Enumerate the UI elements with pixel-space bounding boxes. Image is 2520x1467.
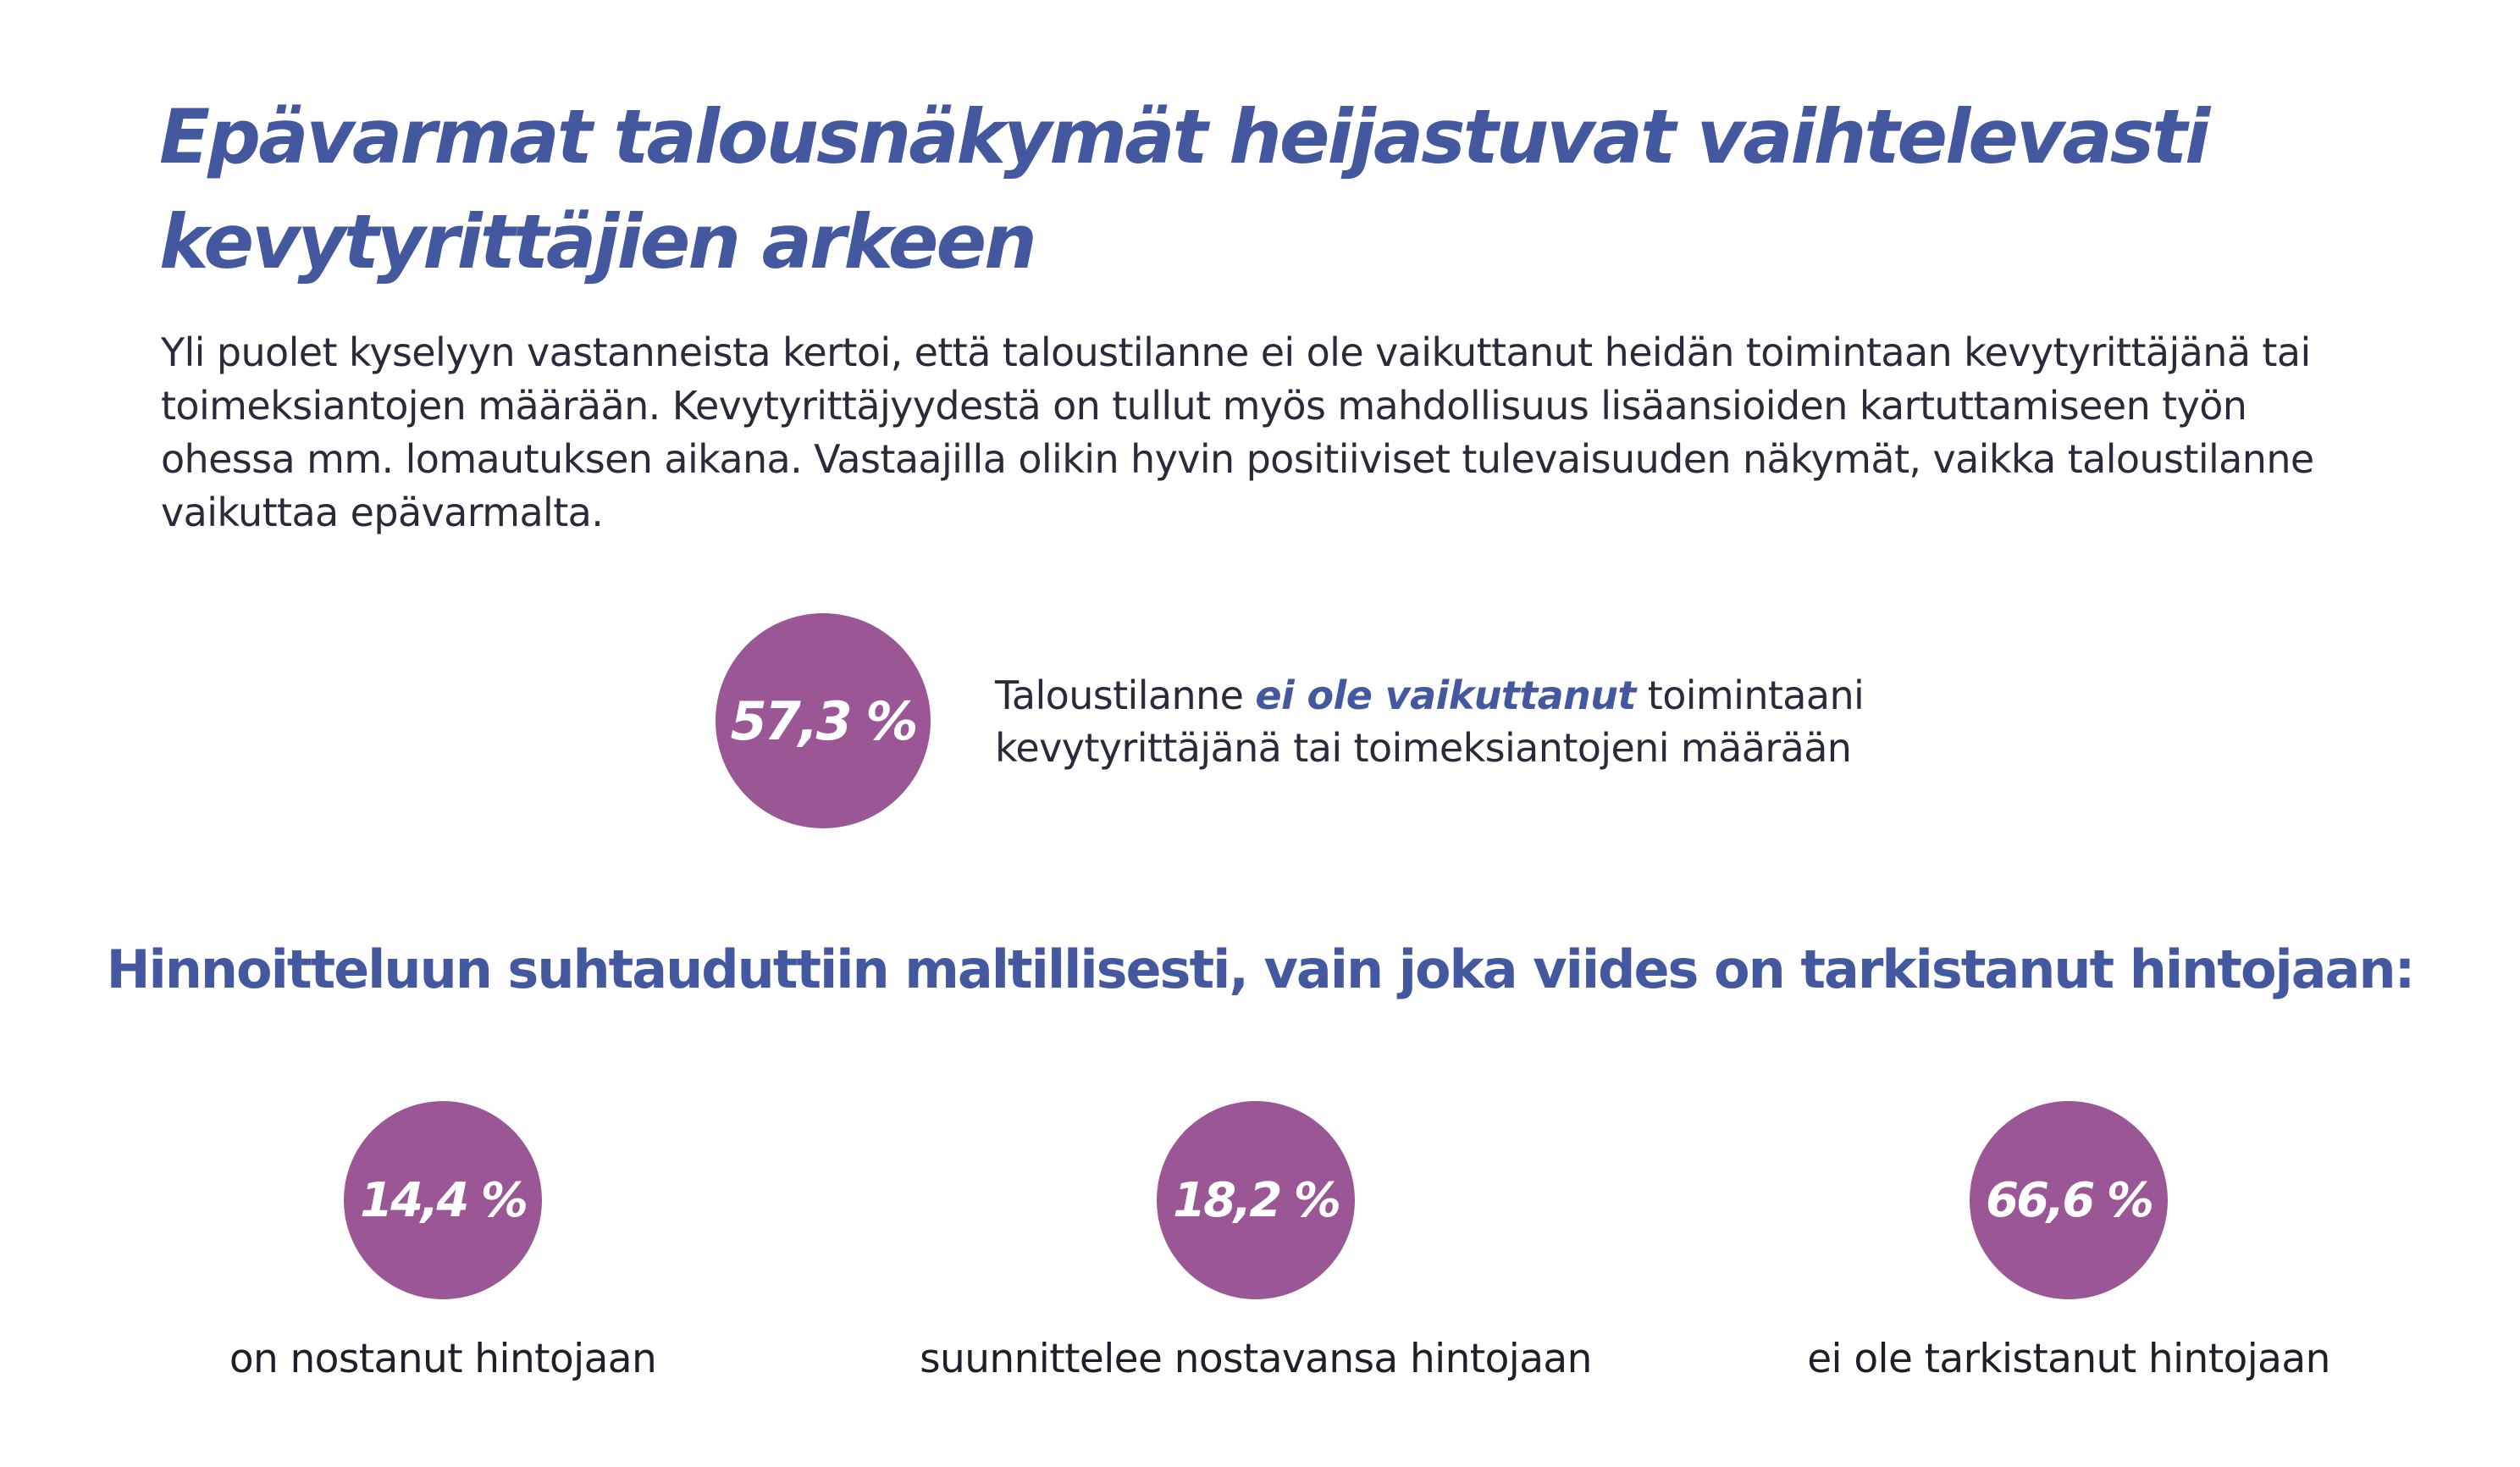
main-stat-text-line-2: kevytyrittäjänä tai toimeksiantojeni mää… [995, 725, 1852, 771]
pricing-stat-label: ei ole tarkistanut hintojaan [1807, 1336, 2330, 1382]
main-stat-text-emphasis: ei ole vaikuttanut [1255, 673, 1636, 718]
pricing-stat-label: suunnittelee nostavansa hintojaan [920, 1336, 1592, 1382]
page-title: Epävarmat talousnäkymät heijastuvat vaih… [159, 85, 2403, 295]
pricing-heading: Hinnoitteluun suhtauduttiin maltillisest… [106, 938, 2416, 1000]
pricing-stat-not-reviewed: 66,6 % ei ole tarkistanut hintojaan [1688, 1101, 2450, 1406]
pricing-stat-circle: 66,6 % [1970, 1101, 2168, 1299]
main-stat-circle: 57,3 % [716, 613, 931, 828]
pricing-stat-value: 18,2 % [1173, 1172, 1341, 1228]
pricing-stat-planning: 18,2 % suunnittelee nostavansa hintojaan [875, 1101, 1637, 1406]
intro-paragraph: Yli puolet kyselyyn vastanneista kertoi,… [161, 329, 2314, 535]
main-stat-text-before: Taloustilanne [995, 673, 1256, 718]
main-stat-value: 57,3 % [730, 689, 919, 752]
pricing-stat-value: 66,6 % [1986, 1172, 2154, 1228]
main-stat-text-after: toimintaani [1635, 673, 1865, 718]
page-title-line-2: kevytyrittäjien arkeen [159, 198, 1037, 285]
pricing-stat-label: on nostanut hintojaan [229, 1336, 657, 1382]
pricing-stat-circle: 14,4 % [344, 1101, 542, 1299]
pricing-stat-value: 14,4 % [360, 1172, 528, 1228]
page-title-line-1: Epävarmat talousnäkymät heijastuvat vaih… [159, 93, 2210, 180]
main-stat-description: Taloustilanne ei ole vaikuttanut toimint… [995, 669, 1926, 774]
pricing-stat-circle: 18,2 % [1157, 1101, 1355, 1299]
pricing-stat-raised: 14,4 % on nostanut hintojaan [62, 1101, 824, 1406]
